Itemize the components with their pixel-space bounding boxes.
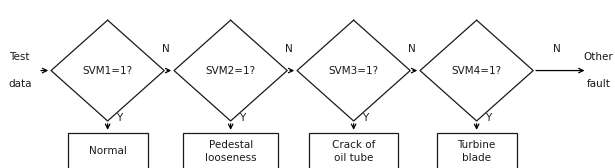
Polygon shape — [51, 20, 164, 121]
Text: SVM3=1?: SVM3=1? — [328, 66, 379, 76]
Text: N: N — [285, 44, 293, 54]
Text: Turbine
blade: Turbine blade — [458, 140, 496, 163]
Text: N: N — [408, 44, 416, 54]
Text: Other: Other — [584, 52, 613, 62]
Polygon shape — [174, 20, 287, 121]
Text: Pedestal
looseness: Pedestal looseness — [205, 140, 256, 163]
Text: SVM2=1?: SVM2=1? — [205, 66, 256, 76]
Text: Crack of
oil tube: Crack of oil tube — [332, 140, 375, 163]
Text: SVM4=1?: SVM4=1? — [451, 66, 502, 76]
Text: data: data — [8, 79, 31, 89]
Text: Y: Y — [116, 113, 122, 123]
Text: Normal: Normal — [89, 146, 127, 156]
Polygon shape — [420, 20, 533, 121]
Text: Test: Test — [9, 52, 30, 62]
Text: Y: Y — [239, 113, 245, 123]
Text: Y: Y — [362, 113, 368, 123]
Bar — [437, 133, 517, 168]
Bar — [309, 133, 399, 168]
Text: N: N — [554, 44, 561, 54]
Text: N: N — [162, 44, 170, 54]
Text: Y: Y — [485, 113, 491, 123]
Bar — [183, 133, 278, 168]
Bar — [68, 133, 148, 168]
Polygon shape — [297, 20, 410, 121]
Text: fault: fault — [587, 79, 610, 89]
Text: SVM1=1?: SVM1=1? — [82, 66, 133, 76]
